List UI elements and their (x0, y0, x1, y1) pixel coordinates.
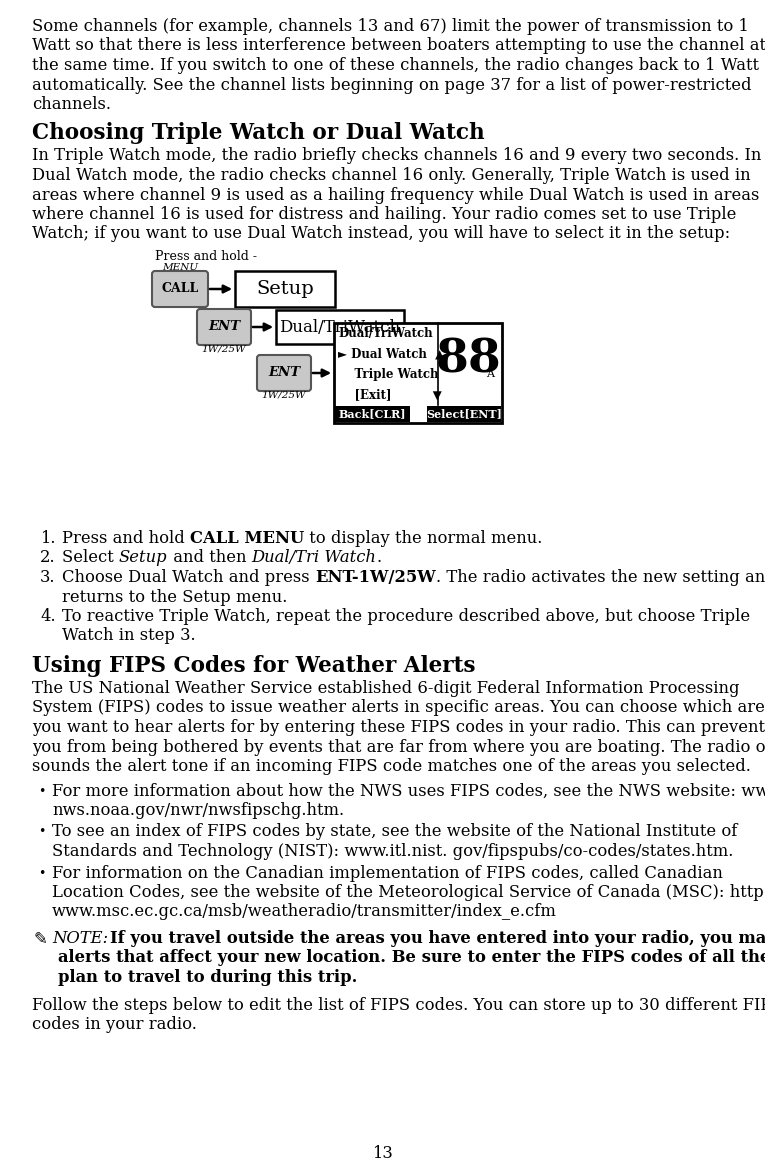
Text: plan to travel to during this trip.: plan to travel to during this trip. (58, 968, 357, 986)
Text: 4.: 4. (40, 608, 56, 625)
Text: channels.: channels. (32, 95, 111, 113)
Text: sounds the alert tone if an incoming FIPS code matches one of the areas you sele: sounds the alert tone if an incoming FIP… (32, 758, 751, 775)
Text: and then: and then (168, 549, 252, 567)
Text: Watch; if you want to use Dual Watch instead, you will have to select it in the : Watch; if you want to use Dual Watch ins… (32, 226, 731, 242)
Text: . The radio activates the new setting and: . The radio activates the new setting an… (435, 569, 765, 585)
Text: ENT: ENT (208, 320, 240, 334)
Text: the same time. If you switch to one of these channels, the radio changes back to: the same time. If you switch to one of t… (32, 57, 759, 74)
Text: For more information about how the NWS uses FIPS codes, see the NWS website: www: For more information about how the NWS u… (52, 782, 765, 800)
Text: ENT-1W/25W: ENT-1W/25W (315, 569, 435, 585)
Text: System (FIPS) codes to issue weather alerts in specific areas. You can choose wh: System (FIPS) codes to issue weather ale… (32, 700, 765, 717)
Text: •: • (38, 785, 45, 797)
FancyBboxPatch shape (257, 355, 311, 391)
Text: [Exit]          ▼: [Exit] ▼ (338, 389, 441, 402)
Text: Choose Dual Watch and press: Choose Dual Watch and press (62, 569, 315, 585)
Text: Dual/TriWatch: Dual/TriWatch (279, 319, 401, 335)
FancyBboxPatch shape (197, 308, 251, 345)
Text: Using FIPS Codes for Weather Alerts: Using FIPS Codes for Weather Alerts (32, 655, 476, 677)
Text: Setup: Setup (256, 281, 314, 298)
Text: Press and hold -: Press and hold - (155, 250, 257, 263)
Text: ENT: ENT (268, 367, 300, 379)
FancyBboxPatch shape (235, 271, 335, 307)
Text: Triple Watch: Triple Watch (338, 368, 438, 381)
Text: ► Dual Watch  ▲: ► Dual Watch ▲ (338, 347, 444, 360)
Text: .: . (376, 549, 382, 567)
Text: you want to hear alerts for by entering these FIPS codes in your radio. This can: you want to hear alerts for by entering … (32, 719, 765, 736)
Text: alerts that affect your new location. Be sure to enter the FIPS codes of all the: alerts that affect your new location. Be… (58, 950, 765, 966)
Text: to display the normal menu.: to display the normal menu. (304, 530, 542, 547)
Text: A: A (487, 369, 494, 378)
Text: To reactive Triple Watch, repeat the procedure described above, but choose Tripl: To reactive Triple Watch, repeat the pro… (62, 608, 750, 625)
Text: CALL: CALL (161, 283, 199, 296)
FancyBboxPatch shape (428, 406, 501, 423)
Text: Dual Watch mode, the radio checks channel 16 only. Generally, Triple Watch is us: Dual Watch mode, the radio checks channe… (32, 166, 750, 184)
Text: 13: 13 (372, 1145, 392, 1162)
Text: •: • (38, 825, 45, 838)
Text: ✎: ✎ (34, 930, 48, 947)
Text: Follow the steps below to edit the list of FIPS codes. You can store up to 30 di: Follow the steps below to edit the list … (32, 996, 765, 1014)
Text: where channel 16 is used for distress and hailing. Your radio comes set to use T: where channel 16 is used for distress an… (32, 206, 737, 223)
Text: Select[ENT]: Select[ENT] (426, 409, 502, 419)
FancyBboxPatch shape (276, 310, 404, 345)
Text: www.msc.ec.gc.ca/msb/weatheradio/transmitter/index_e.cfm: www.msc.ec.gc.ca/msb/weatheradio/transmi… (52, 903, 557, 921)
Text: Back[CLR]: Back[CLR] (338, 409, 405, 419)
Text: Dual/TriWatch: Dual/TriWatch (338, 327, 433, 340)
Text: nws.noaa.gov/nwr/nwsfipschg.htm.: nws.noaa.gov/nwr/nwsfipschg.htm. (52, 802, 344, 819)
Text: you from being bothered by events that are far from where you are boating. The r: you from being bothered by events that a… (32, 738, 765, 755)
Text: 1W/25W: 1W/25W (202, 345, 246, 353)
Text: Press and hold: Press and hold (62, 530, 190, 547)
Text: Standards and Technology (NIST): www.itl.nist. gov/fipspubs/co-codes/states.htm.: Standards and Technology (NIST): www.itl… (52, 843, 734, 860)
Text: Select: Select (62, 549, 119, 567)
Text: Some channels (for example, channels 13 and 67) limit the power of transmission : Some channels (for example, channels 13 … (32, 17, 749, 35)
Text: 2.: 2. (40, 549, 56, 567)
Text: In Triple Watch mode, the radio briefly checks channels 16 and 9 every two secon: In Triple Watch mode, the radio briefly … (32, 148, 761, 164)
Text: 3.: 3. (40, 569, 56, 585)
Text: Location Codes, see the website of the Meteorological Service of Canada (MSC): h: Location Codes, see the website of the M… (52, 883, 765, 901)
FancyBboxPatch shape (152, 271, 208, 307)
Text: areas where channel 9 is used as a hailing frequency while Dual Watch is used in: areas where channel 9 is used as a haili… (32, 186, 760, 204)
Text: CALL MENU: CALL MENU (190, 530, 304, 547)
Text: 1W/25W: 1W/25W (262, 390, 306, 399)
Text: 88: 88 (435, 336, 501, 383)
Text: The US National Weather Service established 6-digit Federal Information Processi: The US National Weather Service establis… (32, 680, 740, 697)
Text: codes in your radio.: codes in your radio. (32, 1016, 197, 1032)
Text: To see an index of FIPS codes by state, see the website of the National Institut: To see an index of FIPS codes by state, … (52, 823, 737, 840)
Text: For information on the Canadian implementation of FIPS codes, called Canadian: For information on the Canadian implemen… (52, 865, 723, 881)
Text: If you travel outside the areas you have entered into your radio, you may not he: If you travel outside the areas you have… (110, 930, 765, 947)
Text: Choosing Triple Watch or Dual Watch: Choosing Triple Watch or Dual Watch (32, 122, 484, 144)
Text: automatically. See the channel lists beginning on page 37 for a list of power-re: automatically. See the channel lists beg… (32, 77, 751, 93)
Text: returns to the Setup menu.: returns to the Setup menu. (62, 589, 288, 605)
Text: Setup: Setup (119, 549, 168, 567)
Text: Dual/Tri Watch: Dual/Tri Watch (252, 549, 376, 567)
FancyBboxPatch shape (334, 322, 502, 423)
FancyBboxPatch shape (335, 406, 409, 423)
Text: Watt so that there is less interference between boaters attempting to use the ch: Watt so that there is less interference … (32, 37, 765, 55)
Text: MENU: MENU (162, 263, 198, 272)
Text: NOTE:: NOTE: (52, 930, 108, 947)
Text: 1.: 1. (40, 530, 56, 547)
Text: •: • (38, 866, 45, 880)
Text: Watch in step 3.: Watch in step 3. (62, 627, 196, 645)
